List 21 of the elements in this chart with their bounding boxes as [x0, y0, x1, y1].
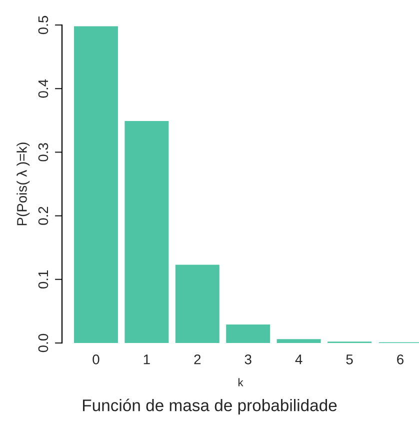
x-tick-label: 4 — [295, 354, 302, 364]
y-tick-label: 0.1 — [38, 270, 48, 289]
bar — [276, 339, 321, 343]
x-tick-label: 5 — [346, 354, 353, 364]
x-tick-label: 0 — [92, 354, 100, 364]
bar — [74, 26, 118, 343]
y-axis-title: P(Pois( λ )=k) — [16, 142, 30, 226]
y-tick-label: 0.0 — [38, 334, 48, 352]
bar — [124, 120, 169, 343]
x-tick-label: 6 — [397, 354, 404, 364]
bar — [226, 324, 270, 343]
x-tick-label: 3 — [244, 354, 252, 364]
text: Función de masa de probabilidade — [83, 398, 337, 415]
x-tick-label: 2 — [194, 354, 201, 364]
y-tick-label: 0.3 — [38, 143, 48, 162]
x-axis-title: k — [238, 378, 244, 386]
y-tick-label: 0.2 — [38, 206, 48, 225]
bar — [175, 264, 220, 343]
x-tick-label: 1 — [144, 354, 150, 364]
y-tick-label: 0.4 — [38, 79, 48, 98]
y-tick-label: 0.5 — [38, 16, 48, 34]
